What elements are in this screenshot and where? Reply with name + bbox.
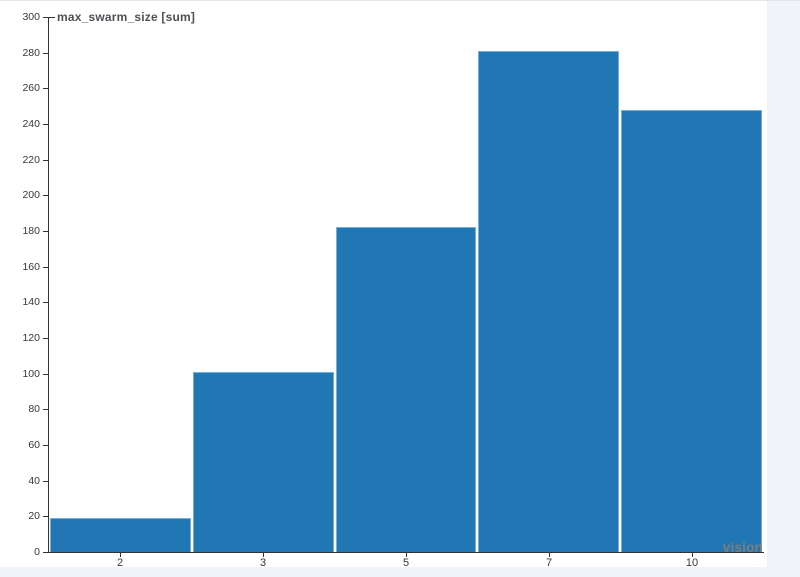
x-tick-mark [263,553,264,557]
chart-title: max_swarm_size [sum] [57,10,196,24]
bar-5[interactable] [335,227,477,552]
y-tick-mark [43,302,48,303]
y-tick-label: 220 [22,154,40,166]
page-top-divider [0,0,800,1]
bar-7[interactable] [478,50,620,552]
y-tick-label: 160 [22,261,40,273]
x-tick-mark [120,553,121,557]
x-tick-label: 2 [116,557,124,569]
y-axis-line [48,17,49,553]
watermark: vision [722,540,763,555]
y-tick-mark [43,445,48,446]
y-tick-label: 200 [22,189,40,201]
y-tick-label: 100 [22,368,40,380]
y-tick-label: 260 [22,82,40,94]
bar-3[interactable] [192,371,334,552]
y-tick-mark [43,516,48,517]
y-tick-label: 140 [22,296,40,308]
y-tick-mark [43,160,48,161]
y-tick-mark [43,195,48,196]
y-tick-label: 80 [28,403,40,415]
y-tick-mark [43,231,48,232]
y-tick-mark [43,88,48,89]
x-tick-mark [692,553,693,557]
y-tick-mark [43,17,48,18]
x-axis-line [48,552,764,553]
y-tick-label: 240 [22,118,40,130]
y-tick-label: 120 [22,332,40,344]
y-tick-mark [43,124,48,125]
x-tick-label: 10 [685,557,699,569]
y-tick-mark [43,53,48,54]
bar-2[interactable] [50,518,191,552]
y-tick-label: 180 [22,225,40,237]
x-tick-mark [406,553,407,557]
bar-10[interactable] [621,109,762,552]
y-tick-label: 20 [28,510,40,522]
y-tick-mark [43,374,48,375]
y-tick-label: 40 [28,475,40,487]
y-tick-mark [43,552,48,553]
y-tick-mark [43,267,48,268]
y-axis-top-cap [48,17,55,18]
y-tick-label: 300 [22,11,40,23]
y-tick-label: 280 [22,47,40,59]
y-tick-label: 60 [28,439,40,451]
x-tick-label: 3 [259,557,267,569]
y-tick-mark [43,409,48,410]
y-tick-mark [43,481,48,482]
x-tick-mark [549,553,550,557]
y-tick-label: 0 [34,546,40,558]
x-tick-label: 5 [402,557,410,569]
x-tick-label: 7 [545,557,553,569]
y-tick-mark [43,338,48,339]
